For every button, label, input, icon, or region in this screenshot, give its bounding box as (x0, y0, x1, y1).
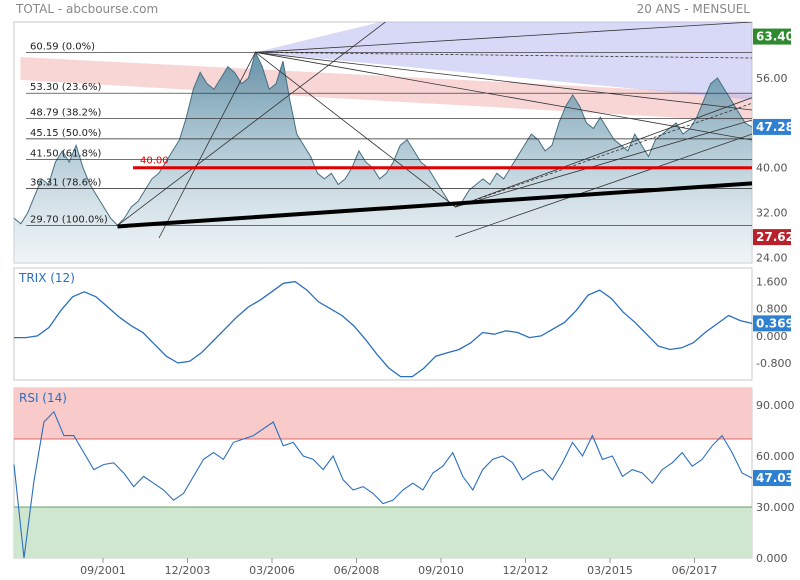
fan-line-dashed (255, 51, 752, 59)
fan-line (158, 52, 256, 239)
trix-panel: TRIX (12) -0.800 0.000 0.800 1.600 0.369 (13, 267, 794, 381)
trix-last-badge-bg (753, 315, 791, 332)
price-y-tick: 24.00 (756, 251, 788, 264)
trix-line (14, 280, 753, 378)
trix-y-tick: 1.600 (756, 276, 788, 289)
x-tick-label: 06/2017 (672, 564, 718, 577)
fib-label: 36.31 (78.6%) (30, 177, 101, 188)
high-price-badge-bg (753, 28, 791, 45)
price-y-tick: 40.00 (756, 162, 788, 175)
resistance-label: 40.00 (140, 156, 169, 167)
trend-line (117, 22, 386, 226)
rsi-y-tick: 30.000 (756, 501, 795, 514)
price-line (14, 50, 752, 227)
fib-label: 41.50 (61.8%) (30, 148, 101, 159)
channel-line-dashed (455, 102, 752, 208)
rsi-oversold-zone (14, 507, 752, 558)
fan-line (255, 51, 752, 111)
low-price-badge-bg (753, 229, 791, 246)
x-tick-label: 12/2003 (165, 564, 211, 577)
chart-period-label: 20 ANS - MENSUEL (636, 2, 750, 16)
fan-line (255, 22, 752, 53)
x-tick-label: 09/2010 (418, 564, 464, 577)
price-y-tick: 56.00 (756, 72, 788, 85)
x-tick-label: 03/2015 (587, 564, 633, 577)
trix-y-tick: 0.000 (756, 330, 788, 343)
price-area (14, 52, 752, 263)
rsi-y-tick: 60.000 (756, 450, 795, 463)
high-price-badge: 63.40 (756, 30, 794, 44)
trix-y-tick: -0.800 (756, 357, 791, 370)
rsi-y-tick: 0.000 (756, 552, 788, 565)
rsi-y-tick: 90.000 (756, 399, 795, 412)
last-price-badge: 47.28 (756, 120, 794, 134)
rsi-last-badge: 47.03 (756, 471, 794, 485)
rsi-last-badge-bg (753, 470, 791, 487)
retracement-line (255, 52, 456, 208)
channel-line (455, 97, 752, 208)
channel-line (455, 133, 752, 238)
fib-label: 45.15 (50.0%) (30, 128, 101, 139)
price-plot-clip (14, 22, 752, 263)
x-tick-label: 06/2008 (334, 564, 380, 577)
x-tick-label: 12/2012 (503, 564, 549, 577)
fib-label: 53.30 (23.6%) (30, 82, 101, 93)
last-price-badge-bg (753, 118, 791, 135)
price-y-tick: 32.00 (756, 207, 788, 220)
andrews-fan (255, 22, 752, 100)
x-axis: 09/2001 12/2003 03/2006 06/2008 09/2010 12/20… (80, 558, 717, 577)
fib-label: 48.79 (38.2%) (30, 107, 101, 118)
rsi-line (13, 410, 753, 559)
fib-label: 60.59 (0.0%) (30, 41, 95, 52)
channel-line (455, 119, 752, 208)
price-panel: 60.59 (0.0%) 53.30 (23.6%) 48.79 (38.2%) 45… (13, 21, 794, 264)
fan-line (255, 51, 752, 141)
trix-title: TRIX (12) (18, 271, 75, 285)
rsi-overbought-zone (14, 388, 752, 439)
chart-source-title: TOTAL - abcbourse.com (16, 2, 159, 16)
rsi-panel: RSI (14) 0.000 30.000 60.000 90.000 47.03 (13, 387, 795, 565)
x-tick-label: 03/2006 (249, 564, 295, 577)
trix-y-tick: 0.800 (756, 303, 788, 316)
x-tick-label: 09/2001 (80, 564, 126, 577)
rsi-title: RSI (14) (19, 391, 67, 405)
low-price-badge: 27.62 (756, 230, 794, 244)
long-term-support (117, 181, 753, 229)
trix-last-badge: 0.369 (756, 316, 794, 330)
trix-plot-area (13, 267, 753, 381)
fib-label: 29.70 (100.0%) (30, 214, 108, 225)
